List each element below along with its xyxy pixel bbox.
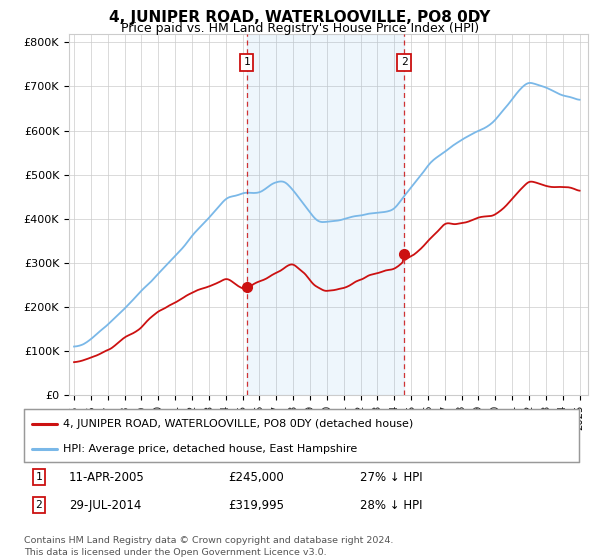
Text: 2: 2 xyxy=(35,500,43,510)
Text: Price paid vs. HM Land Registry's House Price Index (HPI): Price paid vs. HM Land Registry's House … xyxy=(121,22,479,35)
Text: 1: 1 xyxy=(35,472,43,482)
Text: 29-JUL-2014: 29-JUL-2014 xyxy=(69,498,142,512)
Text: 1: 1 xyxy=(244,58,250,68)
Text: 2: 2 xyxy=(401,58,407,68)
Text: HPI: Average price, detached house, East Hampshire: HPI: Average price, detached house, East… xyxy=(63,444,357,454)
Text: 11-APR-2005: 11-APR-2005 xyxy=(69,470,145,484)
Text: £319,995: £319,995 xyxy=(228,498,284,512)
Text: 4, JUNIPER ROAD, WATERLOOVILLE, PO8 0DY (detached house): 4, JUNIPER ROAD, WATERLOOVILLE, PO8 0DY … xyxy=(63,419,413,429)
Bar xyxy=(247,34,404,395)
Text: 27% ↓ HPI: 27% ↓ HPI xyxy=(360,470,422,484)
Text: 4, JUNIPER ROAD, WATERLOOVILLE, PO8 0DY: 4, JUNIPER ROAD, WATERLOOVILLE, PO8 0DY xyxy=(109,10,491,25)
Text: £245,000: £245,000 xyxy=(228,470,284,484)
Text: 28% ↓ HPI: 28% ↓ HPI xyxy=(360,498,422,512)
Text: Contains HM Land Registry data © Crown copyright and database right 2024.
This d: Contains HM Land Registry data © Crown c… xyxy=(24,536,394,557)
